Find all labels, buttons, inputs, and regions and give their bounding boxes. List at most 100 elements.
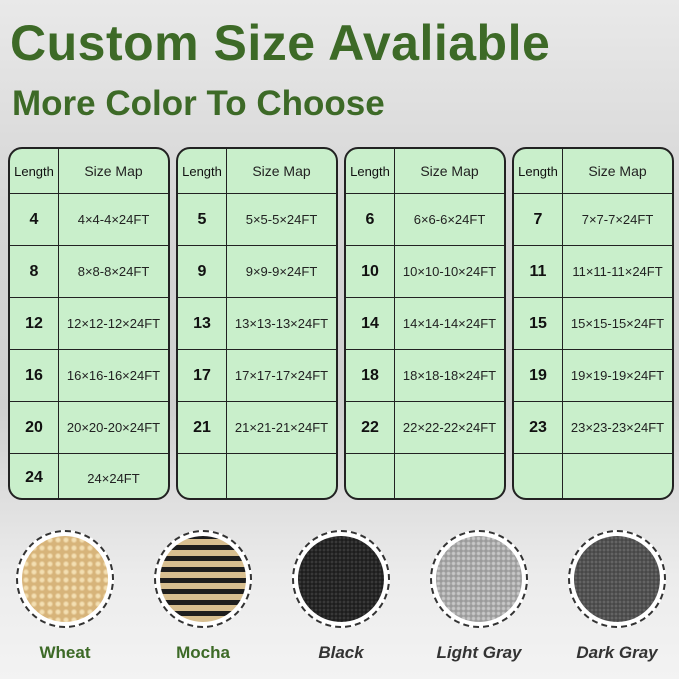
table-row: 20 20×20-20×24FT: [10, 402, 168, 454]
length-cell: 23: [514, 402, 563, 453]
size-cell: [395, 454, 504, 498]
page-title: Custom Size Avaliable: [10, 15, 551, 71]
size-cell: 8×8-8×24FT: [77, 264, 150, 279]
length-cell: [514, 454, 563, 498]
size-cell: 7×7-7×24FT: [581, 212, 654, 227]
header-size-map: Size Map: [420, 163, 479, 179]
size-table: Length Size Map 7 7×7-7×24FT 11 11×11-11×24FT…: [512, 147, 674, 500]
header-length: Length: [10, 149, 59, 193]
header-size-map: Size Map: [252, 163, 311, 179]
size-cell: 4×4-4×24FT: [77, 212, 150, 227]
color-swatch-mocha: [154, 530, 252, 628]
size-cell: 13×13-13×24FT: [234, 316, 329, 331]
color-swatch-light-gray: [430, 530, 528, 628]
table-header: Length Size Map: [514, 149, 672, 194]
length-cell: 19: [514, 350, 563, 401]
color-label: Light Gray: [436, 643, 522, 662]
length-cell: 20: [10, 402, 59, 453]
length-cell: 24: [10, 454, 59, 498]
length-cell: 18: [346, 350, 395, 401]
length-cell: 9: [178, 246, 227, 297]
table-row: 21 21×21-21×24FT: [178, 402, 336, 454]
color-label: Black: [318, 643, 364, 662]
table-row: 14 14×14-14×24FT: [346, 298, 504, 350]
size-cell: 21×21-21×24FT: [234, 420, 329, 435]
size-cell: 14×14-14×24FT: [402, 316, 497, 331]
length-cell: 12: [10, 298, 59, 349]
size-cell: 6×6-6×24FT: [413, 212, 486, 227]
size-cell: 16×16-16×24FT: [66, 368, 161, 383]
size-cell: 22×22-22×24FT: [402, 420, 497, 435]
header-length: Length: [346, 149, 395, 193]
color-label: Dark Gray: [576, 643, 658, 662]
swatch-texture: [22, 536, 108, 622]
header-size-map: Size Map: [588, 163, 647, 179]
table-row: 15 15×15-15×24FT: [514, 298, 672, 350]
table-row: 5 5×5-5×24FT: [178, 194, 336, 246]
size-cell: 9×9-9×24FT: [245, 264, 318, 279]
size-cell: [227, 454, 336, 498]
table-row: 19 19×19-19×24FT: [514, 350, 672, 402]
color-label: Mocha: [176, 643, 230, 662]
header-length: Length: [514, 149, 563, 193]
table-row: [346, 454, 504, 498]
swatch-texture: [160, 536, 246, 622]
length-cell: 11: [514, 246, 563, 297]
swatch-texture: [574, 536, 660, 622]
length-cell: [178, 454, 227, 498]
length-cell: 4: [10, 194, 59, 245]
table-row: 9 9×9-9×24FT: [178, 246, 336, 298]
table-row: 22 22×22-22×24FT: [346, 402, 504, 454]
size-cell: [563, 454, 672, 498]
swatch-texture: [436, 536, 522, 622]
size-cell: 19×19-19×24FT: [570, 368, 665, 383]
size-table: Length Size Map 5 5×5-5×24FT 9 9×9-9×24FT 13 13…: [176, 147, 338, 500]
size-cell: 10×10-10×24FT: [402, 264, 497, 279]
table-row: 10 10×10-10×24FT: [346, 246, 504, 298]
table-row: 12 12×12-12×24FT: [10, 298, 168, 350]
length-cell: 17: [178, 350, 227, 401]
size-cell: 20×20-20×24FT: [66, 420, 161, 435]
length-cell: 16: [10, 350, 59, 401]
size-cell: 5×5-5×24FT: [245, 212, 318, 227]
length-cell: 6: [346, 194, 395, 245]
color-swatch-wheat: [16, 530, 114, 628]
swatch-texture: [298, 536, 384, 622]
size-cell: 15×15-15×24FT: [570, 316, 665, 331]
color-swatch-dark-gray: [568, 530, 666, 628]
length-cell: 7: [514, 194, 563, 245]
size-cell: 11×11-11×24FT: [572, 264, 663, 279]
table-row: 24 24×24FT: [10, 454, 168, 498]
color-label: Wheat: [39, 643, 91, 662]
size-cell: 24×24FT: [87, 470, 140, 486]
color-swatch-black: [292, 530, 390, 628]
size-cell: 18×18-18×24FT: [402, 368, 497, 383]
page-subtitle: More Color To Choose: [12, 84, 385, 123]
size-cell: 12×12-12×24FT: [66, 316, 161, 331]
table-row: [514, 454, 672, 498]
length-cell: 14: [346, 298, 395, 349]
table-row: 11 11×11-11×24FT: [514, 246, 672, 298]
table-row: 17 17×17-17×24FT: [178, 350, 336, 402]
table-row: 4 4×4-4×24FT: [10, 194, 168, 246]
table-row: [178, 454, 336, 498]
size-table: Length Size Map 6 6×6-6×24FT 10 10×10-10×24FT…: [344, 147, 506, 500]
table-row: 8 8×8-8×24FT: [10, 246, 168, 298]
size-cell: 17×17-17×24FT: [234, 368, 329, 383]
length-cell: [346, 454, 395, 498]
length-cell: 13: [178, 298, 227, 349]
length-cell: 8: [10, 246, 59, 297]
length-cell: 10: [346, 246, 395, 297]
table-row: 23 23×23-23×24FT: [514, 402, 672, 454]
length-cell: 5: [178, 194, 227, 245]
table-header: Length Size Map: [178, 149, 336, 194]
length-cell: 22: [346, 402, 395, 453]
size-table: Length Size Map 4 4×4-4×24FT 8 8×8-8×24FT 12 12…: [8, 147, 170, 500]
table-row: 7 7×7-7×24FT: [514, 194, 672, 246]
size-cell: 23×23-23×24FT: [570, 420, 665, 435]
length-cell: 15: [514, 298, 563, 349]
table-header: Length Size Map: [10, 149, 168, 194]
length-cell: 21: [178, 402, 227, 453]
table-row: 16 16×16-16×24FT: [10, 350, 168, 402]
header-size-map: Size Map: [84, 163, 143, 179]
